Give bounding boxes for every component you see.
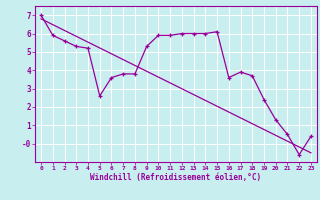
X-axis label: Windchill (Refroidissement éolien,°C): Windchill (Refroidissement éolien,°C) xyxy=(91,173,261,182)
